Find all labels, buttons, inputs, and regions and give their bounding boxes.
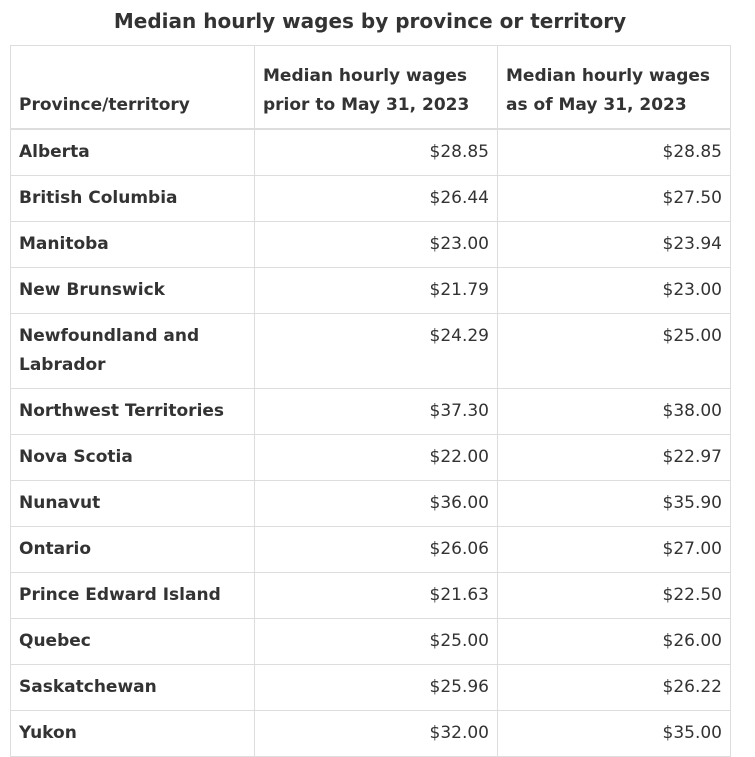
table-row: New Brunswick $21.79 $23.00 (10, 267, 731, 314)
province-cell: Alberta (10, 128, 255, 176)
prior-wage-cell: $21.63 (254, 572, 498, 619)
table-row: British Columbia $26.44 $27.50 (10, 175, 731, 222)
table-body: Alberta $28.85 $28.85 British Columbia $26.… (10, 128, 731, 757)
prior-wage-cell: $28.85 (254, 128, 498, 176)
province-cell: Newfoundland and Labrador (10, 313, 255, 389)
current-wage-cell: $28.85 (497, 128, 731, 176)
province-cell: Nova Scotia (10, 434, 255, 481)
prior-wage-cell: $22.00 (254, 434, 498, 481)
province-cell: Ontario (10, 526, 255, 573)
table-row: Quebec $25.00 $26.00 (10, 618, 731, 665)
wages-table: Province/territory Median hourly wages pr… (10, 45, 731, 757)
current-wage-cell: $26.00 (497, 618, 731, 665)
province-cell: Yukon (10, 710, 255, 757)
current-wage-cell: $23.00 (497, 267, 731, 314)
current-wage-cell: $23.94 (497, 221, 731, 268)
current-wage-cell: $35.00 (497, 710, 731, 757)
prior-wage-cell: $23.00 (254, 221, 498, 268)
table-row: Alberta $28.85 $28.85 (10, 128, 731, 176)
table-row: Prince Edward Island $21.63 $22.50 (10, 572, 731, 619)
table-header: Province/territory Median hourly wages pr… (10, 45, 731, 130)
table-row: Manitoba $23.00 $23.94 (10, 221, 731, 268)
current-wage-cell: $38.00 (497, 388, 731, 435)
prior-wage-cell: $26.44 (254, 175, 498, 222)
province-cell: Nunavut (10, 480, 255, 527)
table-row: Nunavut $36.00 $35.90 (10, 480, 731, 527)
current-wage-cell: $35.90 (497, 480, 731, 527)
table-row: Northwest Territories $37.30 $38.00 (10, 388, 731, 435)
prior-wage-cell: $37.30 (254, 388, 498, 435)
prior-wage-cell: $32.00 (254, 710, 498, 757)
prior-wage-cell: $36.00 (254, 480, 498, 527)
table-row: Yukon $32.00 $35.00 (10, 710, 731, 757)
province-cell: New Brunswick (10, 267, 255, 314)
header-province: Province/territory (10, 45, 255, 130)
province-cell: Saskatchewan (10, 664, 255, 711)
header-row: Province/territory Median hourly wages pr… (10, 45, 731, 130)
prior-wage-cell: $25.00 (254, 618, 498, 665)
current-wage-cell: $27.00 (497, 526, 731, 573)
header-prior: Median hourly wages prior to May 31, 2023 (254, 45, 498, 130)
table-caption: Median hourly wages by province or terri… (113, 9, 627, 33)
table-row: Ontario $26.06 $27.00 (10, 526, 731, 573)
province-cell: Northwest Territories (10, 388, 255, 435)
current-wage-cell: $25.00 (497, 313, 731, 389)
province-cell: Quebec (10, 618, 255, 665)
prior-wage-cell: $26.06 (254, 526, 498, 573)
current-wage-cell: $22.97 (497, 434, 731, 481)
current-wage-cell: $22.50 (497, 572, 731, 619)
table-row: Newfoundland and Labrador $24.29 $25.00 (10, 313, 731, 389)
province-cell: Manitoba (10, 221, 255, 268)
prior-wage-cell: $21.79 (254, 267, 498, 314)
province-cell: Prince Edward Island (10, 572, 255, 619)
prior-wage-cell: $25.96 (254, 664, 498, 711)
province-cell: British Columbia (10, 175, 255, 222)
current-wage-cell: $26.22 (497, 664, 731, 711)
current-wage-cell: $27.50 (497, 175, 731, 222)
table-row: Nova Scotia $22.00 $22.97 (10, 434, 731, 481)
prior-wage-cell: $24.29 (254, 313, 498, 389)
header-as-of: Median hourly wages as of May 31, 2023 (497, 45, 731, 130)
table-row: Saskatchewan $25.96 $26.22 (10, 664, 731, 711)
